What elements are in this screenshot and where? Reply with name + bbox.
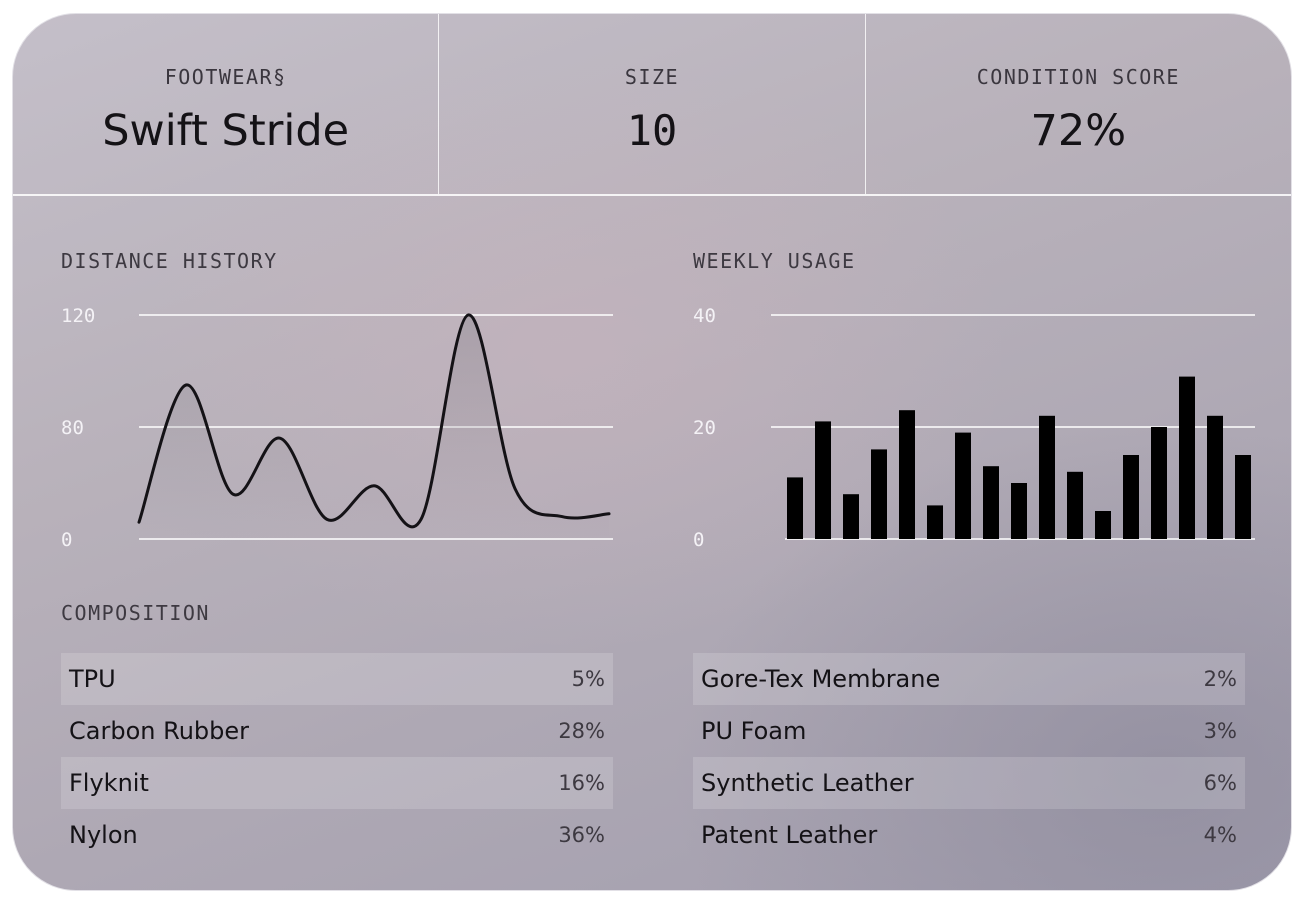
usage-y-tick: 0 bbox=[693, 529, 704, 551]
composition-row: Nylon 36% bbox=[61, 809, 613, 861]
distance-y-tick: 120 bbox=[61, 305, 95, 327]
material-name: Gore-Tex Membrane bbox=[701, 665, 941, 693]
material-name: Carbon Rubber bbox=[69, 717, 249, 745]
usage-bar bbox=[843, 494, 859, 539]
usage-bar bbox=[955, 432, 971, 539]
usage-bar bbox=[899, 410, 915, 539]
distance-history-title: DISTANCE HISTORY bbox=[61, 249, 278, 273]
material-percentage: 16% bbox=[558, 771, 605, 795]
condition-label: CONDITION SCORE bbox=[976, 65, 1180, 89]
usage-bar bbox=[1151, 427, 1167, 539]
composition-row: Synthetic Leather 6% bbox=[693, 757, 1245, 809]
usage-bar bbox=[1235, 455, 1251, 539]
footwear-card: FOOTWEAR§ Swift Stride SIZE 10 CONDITION… bbox=[12, 13, 1292, 891]
composition-row: Patent Leather 4% bbox=[693, 809, 1245, 861]
material-percentage: 3% bbox=[1203, 719, 1237, 743]
condition-value: 72% bbox=[1030, 106, 1127, 156]
usage-y-tick: 20 bbox=[693, 417, 716, 439]
footwear-label: FOOTWEAR§ bbox=[164, 65, 287, 89]
usage-bar bbox=[787, 477, 803, 539]
footwear-cell: FOOTWEAR§ Swift Stride bbox=[13, 14, 438, 194]
usage-bar bbox=[1179, 376, 1195, 539]
usage-bar bbox=[1095, 511, 1111, 539]
material-name: Patent Leather bbox=[701, 821, 878, 849]
distance-y-tick: 80 bbox=[61, 417, 84, 439]
usage-bar bbox=[815, 421, 831, 539]
usage-bar bbox=[983, 466, 999, 539]
material-percentage: 6% bbox=[1203, 771, 1237, 795]
summary-header: FOOTWEAR§ Swift Stride SIZE 10 CONDITION… bbox=[13, 14, 1291, 196]
usage-bar bbox=[927, 505, 943, 539]
size-cell: SIZE 10 bbox=[438, 14, 864, 194]
usage-bar bbox=[871, 449, 887, 539]
distance-y-tick: 0 bbox=[61, 529, 72, 551]
usage-bar bbox=[1123, 455, 1139, 539]
material-name: Nylon bbox=[69, 821, 138, 849]
condition-cell: CONDITION SCORE 72% bbox=[864, 14, 1291, 194]
composition-row: Flyknit 16% bbox=[61, 757, 613, 809]
material-percentage: 36% bbox=[558, 823, 605, 847]
material-name: Synthetic Leather bbox=[701, 769, 914, 797]
size-label: SIZE bbox=[624, 65, 680, 89]
composition-row: TPU 5% bbox=[61, 653, 613, 705]
footwear-name: Swift Stride bbox=[102, 106, 350, 156]
size-value: 10 bbox=[626, 106, 678, 155]
distance-area-fill bbox=[139, 314, 609, 539]
material-percentage: 5% bbox=[571, 667, 605, 691]
material-percentage: 2% bbox=[1203, 667, 1237, 691]
material-percentage: 4% bbox=[1203, 823, 1237, 847]
usage-y-tick: 40 bbox=[693, 305, 716, 327]
material-name: TPU bbox=[69, 665, 116, 693]
distance-series-line bbox=[137, 313, 611, 529]
composition-row: Carbon Rubber 28% bbox=[61, 705, 613, 757]
usage-bar bbox=[1207, 415, 1223, 539]
material-name: Flyknit bbox=[69, 769, 149, 797]
usage-bar bbox=[1011, 483, 1027, 539]
distance-history-chart: 120 80 0 bbox=[61, 305, 613, 551]
weekly-usage-title: WEEKLY USAGE bbox=[693, 249, 856, 273]
usage-bar bbox=[1067, 471, 1083, 539]
weekly-usage-chart: 40 20 0 bbox=[693, 305, 1255, 551]
material-percentage: 28% bbox=[558, 719, 605, 743]
usage-bar bbox=[1039, 415, 1055, 539]
composition-row: PU Foam 3% bbox=[693, 705, 1245, 757]
composition-row: Gore-Tex Membrane 2% bbox=[693, 653, 1245, 705]
material-name: PU Foam bbox=[701, 717, 807, 745]
composition-title: COMPOSITION bbox=[61, 601, 210, 625]
